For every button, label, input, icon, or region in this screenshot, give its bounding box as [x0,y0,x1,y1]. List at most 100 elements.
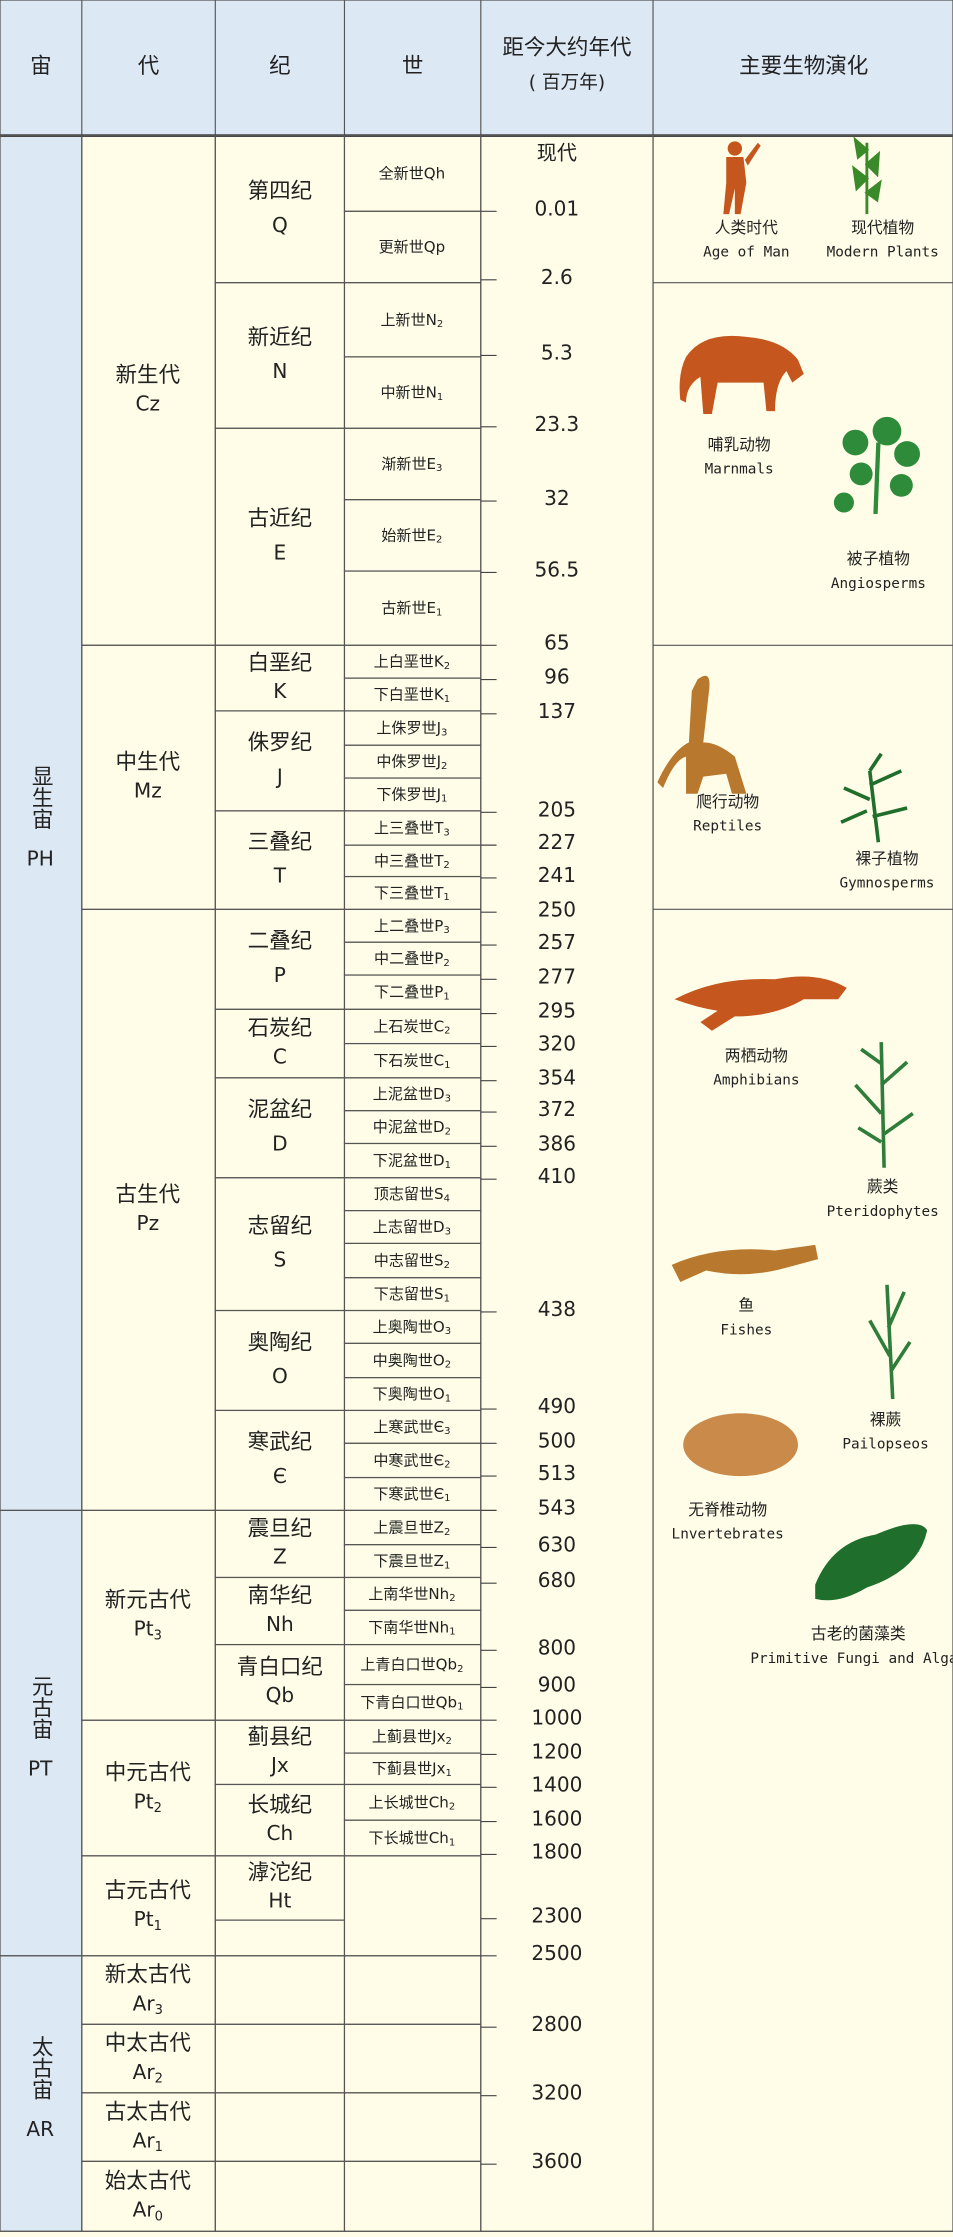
icon-mammal [679,335,804,414]
period-name: 第四纪 [248,179,313,204]
epoch-name: 中志留世S [374,1251,444,1269]
life-name-zh: 两栖动物 [725,1046,788,1065]
epoch-name: 下蓟县世Jx [372,1759,446,1777]
age-label: 96 [544,665,570,689]
epoch-label: 中泥盆世D2 [373,1118,451,1138]
age-label: 1600 [531,1807,582,1831]
epoch-subscript: 1 [444,694,450,705]
epoch-label: 下白垩世K1 [374,685,451,705]
life-name-en: Age of Man [703,245,789,261]
period-code: Qb [266,1683,295,1707]
life-name-zh: 哺乳动物 [708,435,771,454]
epoch-name: 中二叠世P [374,949,443,967]
epoch-label: 古新世E1 [381,599,442,619]
code-subscript: 2 [154,1801,162,1816]
icon-fern [854,1042,914,1168]
era-name: 新太古代 [105,1963,191,1988]
code-label: Pz [137,1211,160,1235]
code-label: Pt1 [134,1907,162,1934]
period-name: 蓟县纪 [248,1725,313,1750]
epoch-subscript: 1 [449,1837,455,1848]
period-code: Ht [268,1889,291,1913]
epoch-label: 下石炭世C1 [373,1051,450,1071]
age-label: 1400 [531,1772,582,1796]
age-label: 680 [538,1568,576,1592]
epoch-subscript: 2 [457,1664,463,1675]
header-age-unit: ( 百万年) [529,72,605,93]
age-label: 23.3 [535,412,580,436]
epoch-name: 上新世N [381,310,437,328]
period-code: K [273,679,287,703]
code: Pt [134,1907,154,1931]
epoch-label: 上寒武世Є3 [373,1417,450,1437]
epoch-label: 下青白口世Qb1 [360,1693,463,1713]
age-label: 227 [538,830,576,854]
epoch-name: 古新世E [381,599,436,617]
life-name-en: Amphibians [713,1073,799,1089]
epoch-subscript: 3 [445,1326,451,1337]
epoch-subscript: 1 [443,892,449,903]
period-code: J [275,765,283,789]
age-label: 372 [538,1097,576,1121]
epoch-name: 下志留世S [374,1285,444,1303]
eon-name: 太古宙 [28,2036,53,2101]
epoch-label: 中奥陶世O2 [373,1351,451,1371]
age-label: 800 [538,1635,576,1659]
epoch-subscript: 1 [446,1768,452,1779]
header-epoch: 世 [402,54,424,79]
epoch-label: 渐新世E3 [381,454,442,474]
epoch-subscript: 2 [444,1260,450,1271]
period-code: S [273,1248,286,1272]
epoch-label: 下志留世S1 [374,1285,450,1305]
period-name: 滹沱纪 [248,1861,313,1886]
epoch-label: 中侏罗世J2 [376,752,447,772]
epoch-subscript: 2 [441,761,447,772]
epoch-label: 中三叠世T2 [374,851,450,871]
age-label: 65 [544,630,570,654]
header-period: 纪 [269,54,291,79]
age-label: 1200 [531,1740,582,1764]
epoch-subscript: 2 [444,1527,450,1538]
age-label: 56.5 [535,558,580,582]
era-name: 新生代 [116,363,181,388]
icon-angiosperm [833,416,920,515]
epoch-label: 下侏罗世J1 [376,785,447,805]
epoch-name: 下三叠世T [374,883,444,901]
epoch-name: 上泥盆世D [373,1085,445,1103]
epoch-label: 上石炭世C2 [373,1017,450,1037]
epoch-subscript: 1 [445,1160,451,1171]
epoch-name: 上侏罗世J [376,719,441,737]
icon-reptile [657,675,747,794]
epoch-subscript: 2 [449,1593,455,1604]
period-code: O [272,1364,288,1388]
period-name: 侏罗纪 [248,731,313,756]
epoch-name: 下震旦世Z [373,1552,444,1570]
epoch-label: 上南华世Nh2 [368,1584,455,1604]
epoch-subscript: 1 [443,991,449,1002]
epoch-name: 下长城世Ch [369,1829,449,1847]
age-label: 205 [538,797,576,821]
epoch-subscript: 3 [444,1426,450,1437]
code-subscript: 3 [154,1628,162,1643]
epoch-subscript: 2 [445,1360,451,1371]
life-name-zh: 裸子植物 [855,849,918,868]
epoch-label: 下蓟县世Jx1 [372,1759,452,1779]
epoch-name: 上二叠世P [374,916,443,934]
era-name: 古生代 [116,1183,181,1208]
period-name: 寒武纪 [248,1430,313,1455]
epoch-label: 下三叠世T1 [374,883,450,903]
epoch-subscript: 2 [444,1026,450,1037]
life-name-en: Lnvertebrates [672,1527,784,1543]
epoch-label: 下震旦世Z1 [373,1552,450,1572]
life-name-en: Gymnosperms [840,876,935,892]
life-name-zh: 被子植物 [847,549,910,568]
age-label: 438 [538,1297,576,1321]
life-icons [657,136,928,1601]
age-label: 3600 [531,2149,582,2173]
code: Ar [133,2059,156,2083]
epoch-subscript: 3 [445,1094,451,1105]
period-code: Q [272,213,288,237]
code: Mz [134,778,162,802]
epoch-label: 下泥盆世D1 [373,1151,451,1171]
